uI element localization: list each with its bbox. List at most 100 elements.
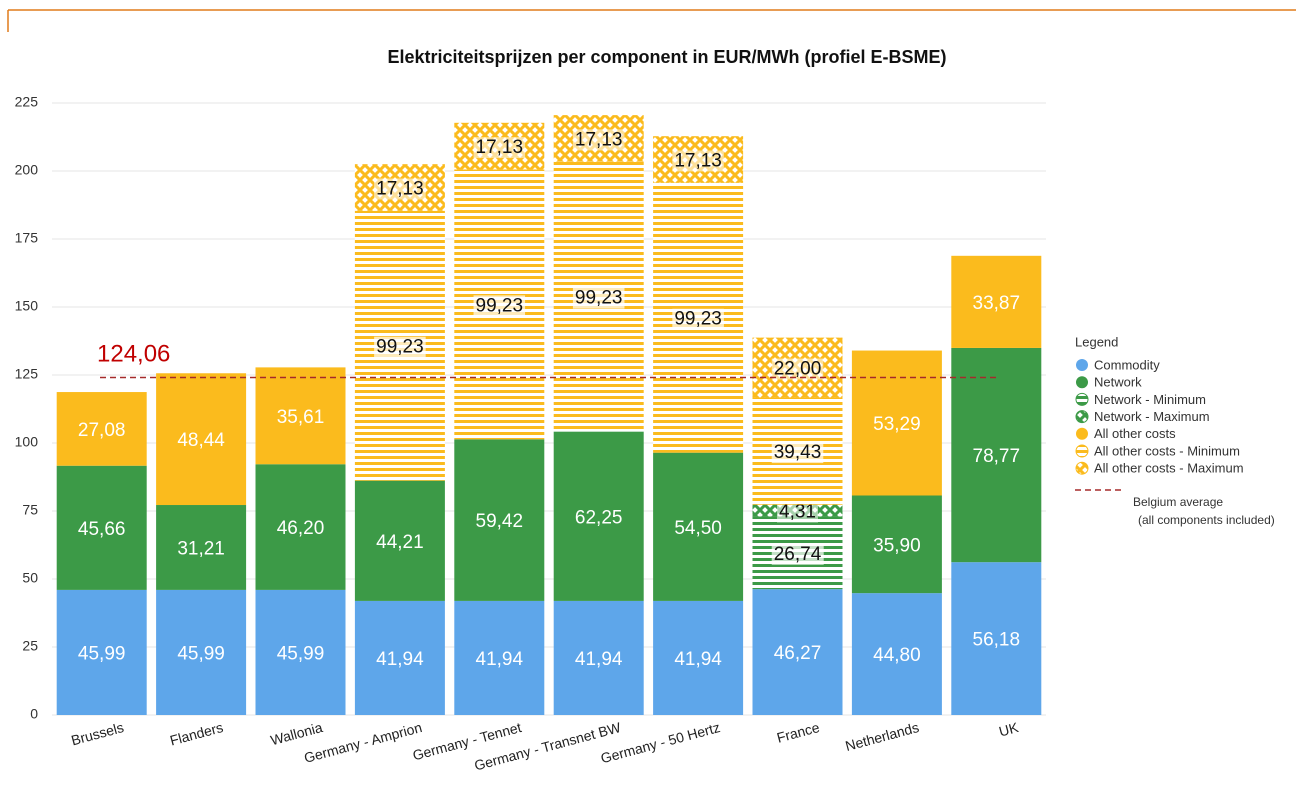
y-tick-label: 50 [22, 570, 38, 586]
value-label-bg [777, 501, 818, 523]
bar-segment [354, 480, 445, 601]
value-label: 54,50 [674, 518, 722, 539]
value-label: 44,80 [873, 645, 921, 666]
value-label: 46,27 [774, 643, 822, 664]
value-label-bg [771, 358, 824, 380]
bar-segment [156, 589, 247, 715]
value-label: 45,99 [177, 643, 225, 664]
legend-marker [1075, 392, 1089, 406]
legend-label: Commodity [1094, 357, 1160, 372]
value-label: 53,29 [873, 414, 921, 435]
bar-segment [951, 562, 1042, 715]
bar-segment [255, 367, 346, 465]
bar-segment [56, 589, 147, 715]
bar-segment [255, 464, 346, 590]
bar-segment [454, 600, 545, 715]
value-label-bg [374, 336, 426, 358]
value-label: 41,94 [376, 649, 424, 670]
bar-segment [553, 600, 644, 715]
value-label: 78,77 [973, 446, 1021, 467]
value-label: 22,00 [774, 359, 822, 380]
legend-label: Network - Maximum [1094, 409, 1210, 424]
legend-marker [1076, 359, 1088, 371]
bar-segment [951, 347, 1042, 563]
bar-segment [851, 495, 942, 594]
y-tick-label: 225 [15, 94, 39, 110]
y-tick-label: 125 [15, 366, 39, 382]
value-label-bg [572, 129, 625, 151]
legend-label: All other costs [1094, 426, 1176, 441]
value-label: 48,44 [177, 430, 225, 451]
value-label: 26,74 [774, 544, 822, 565]
value-label-bg [374, 178, 426, 200]
bar-segment [56, 465, 147, 590]
legend-label: All other costs - Maximum [1094, 461, 1244, 476]
value-label: 45,66 [78, 519, 126, 540]
value-label: 41,94 [674, 649, 722, 670]
bar-segment [851, 350, 942, 496]
legend-label: All other costs - Minimum [1094, 443, 1240, 458]
bar-segment [951, 255, 1042, 348]
legend-marker [1075, 410, 1089, 424]
legend-label: Network - Minimum [1094, 392, 1206, 407]
value-label: 45,99 [78, 643, 126, 664]
x-tick-label: UK [997, 719, 1021, 740]
value-label-bg [672, 150, 724, 172]
x-tick-label: Netherlands [844, 719, 921, 754]
value-label: 17,13 [575, 129, 623, 150]
value-label: 17,13 [674, 150, 722, 171]
reference-label: 124,06 [97, 340, 170, 367]
bar-segment [553, 431, 644, 601]
value-label: 99,23 [376, 337, 424, 358]
value-label: 27,08 [78, 420, 126, 441]
y-tick-label: 75 [22, 502, 38, 518]
value-label: 99,23 [575, 288, 623, 309]
value-label: 44,21 [376, 532, 424, 553]
value-label: 35,61 [277, 407, 325, 428]
bar-segment [752, 589, 843, 715]
y-tick-label: 25 [22, 638, 38, 654]
value-label: 62,25 [575, 507, 623, 528]
value-label: 99,23 [476, 295, 524, 316]
bar-segment [156, 505, 247, 590]
legend-marker [1076, 376, 1088, 389]
legend-marker [1075, 444, 1089, 458]
bar-segment [56, 392, 147, 466]
value-label: 35,90 [873, 535, 921, 556]
legend-marker [1075, 461, 1089, 475]
value-label: 4,31 [779, 502, 816, 523]
value-label: 56,18 [973, 630, 1021, 651]
y-tick-label: 0 [30, 706, 38, 722]
value-label-bg [771, 442, 824, 464]
x-tick-label: Brussels [69, 719, 125, 748]
value-label: 46,20 [277, 518, 325, 539]
value-label-bg [473, 137, 526, 159]
bar-segment [851, 593, 942, 715]
bar-segment [156, 373, 247, 506]
value-label: 17,13 [476, 137, 524, 158]
bar-segment [255, 589, 346, 715]
legend-marker [1076, 427, 1088, 440]
bar-segment [354, 600, 445, 715]
value-label: 59,42 [476, 511, 524, 532]
legend-label: Belgium average [1133, 495, 1223, 509]
legend-title: Legend [1075, 334, 1118, 349]
x-tick-label: Flanders [168, 719, 225, 749]
x-tick-label: Wallonia [269, 719, 325, 748]
value-label: 41,94 [575, 649, 623, 670]
value-label-bg [672, 308, 724, 330]
value-label: 33,87 [973, 293, 1021, 314]
y-tick-label: 100 [15, 434, 39, 450]
bar-segment [653, 452, 744, 601]
y-tick-label: 150 [15, 298, 39, 314]
bar-segment [653, 600, 744, 715]
legend-note: (all components included) [1138, 513, 1275, 527]
value-label: 31,21 [177, 538, 225, 559]
y-tick-label: 175 [15, 230, 39, 246]
chart-title: Elektriciteitsprijzen per component in E… [387, 47, 946, 67]
value-label-bg [572, 287, 625, 309]
y-tick-label: 200 [15, 162, 39, 178]
value-label: 45,99 [277, 643, 325, 664]
value-label-bg [473, 295, 526, 317]
